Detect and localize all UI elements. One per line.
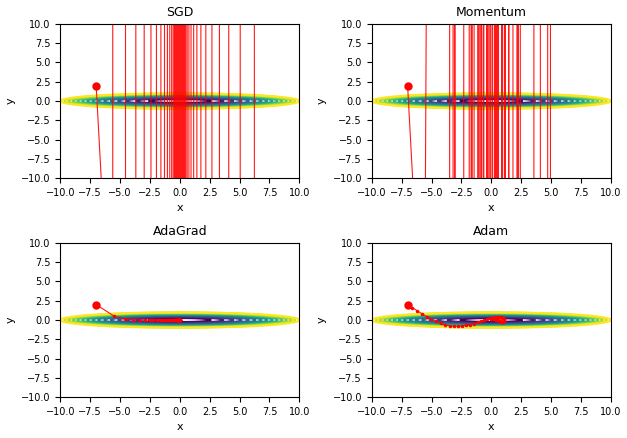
Title: SGD: SGD	[166, 6, 194, 18]
Title: AdaGrad: AdaGrad	[152, 225, 207, 237]
Y-axis label: y: y	[6, 317, 16, 323]
X-axis label: x: x	[488, 422, 495, 432]
X-axis label: x: x	[488, 203, 495, 213]
X-axis label: x: x	[177, 422, 183, 432]
Title: Adam: Adam	[473, 225, 509, 237]
Y-axis label: y: y	[6, 98, 16, 104]
Y-axis label: y: y	[317, 317, 327, 323]
X-axis label: x: x	[177, 203, 183, 213]
Title: Momentum: Momentum	[456, 6, 527, 18]
Y-axis label: y: y	[317, 98, 327, 104]
